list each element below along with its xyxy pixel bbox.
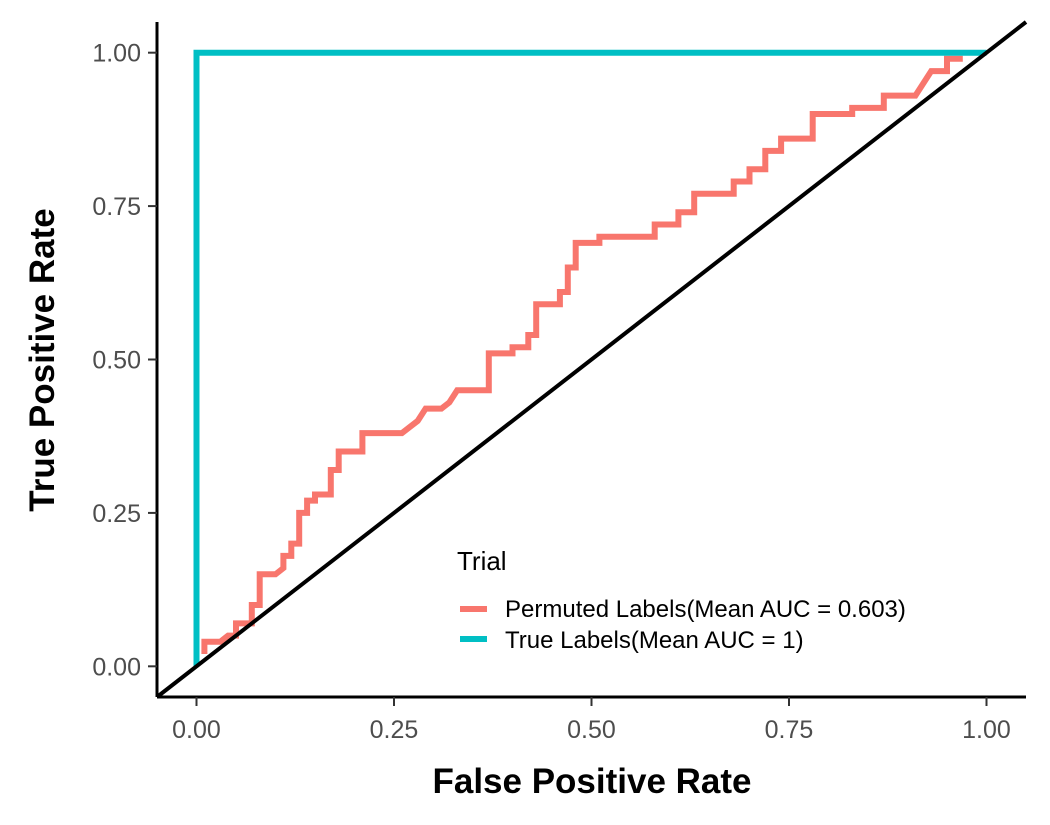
y-tick-label: 0.50: [92, 347, 141, 375]
series-line-permuted-labels: [201, 55, 963, 654]
x-tick-label: 0.50: [567, 716, 616, 744]
legend-title: Trial: [457, 546, 507, 576]
legend: Trial Permuted Labels(Mean AUC = 0.603) …: [457, 546, 906, 654]
y-tick-label: 0.75: [92, 193, 141, 221]
x-tick-label: 0.75: [765, 716, 814, 744]
series-line-true-labels: [193, 49, 987, 667]
legend-label-permuted-labels: Permuted Labels(Mean AUC = 0.603): [505, 596, 906, 623]
y-tick-label: 0.25: [92, 500, 141, 528]
y-axis-title: True Positive Rate: [23, 208, 62, 511]
diagonal-reference-line: [155, 20, 1028, 699]
x-tick-label: 1.00: [962, 716, 1011, 744]
x-tick-label: 0.00: [172, 716, 221, 744]
legend-label-true-labels: True Labels(Mean AUC = 1): [505, 627, 804, 654]
tick-layer: 0.00 0.25 0.50 0.75 1.00 0.00 0.25 0.50 0.75 1.00: [92, 40, 1011, 744]
x-axis-title: False Positive Rate: [432, 762, 751, 801]
y-tick-label: 0.00: [92, 653, 141, 681]
y-tick-label: 1.00: [92, 40, 141, 68]
x-tick-label: 0.25: [370, 716, 419, 744]
